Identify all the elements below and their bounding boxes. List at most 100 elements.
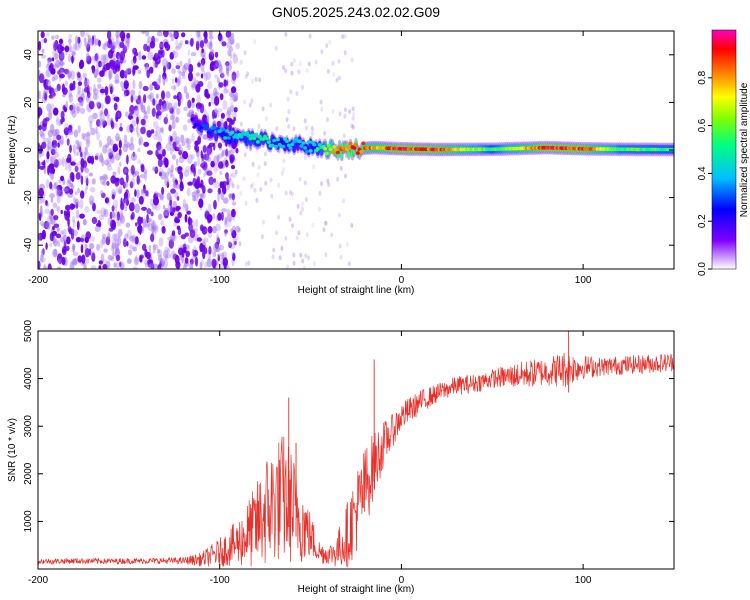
spectrogram-noise-blob xyxy=(94,225,101,232)
spectrogram-noise-blob xyxy=(141,206,147,211)
spectrogram-noise-blob xyxy=(198,198,204,209)
spectrogram-noise-blob xyxy=(169,211,175,216)
spectrogram-noise-blob xyxy=(90,265,97,269)
spectrogram-noise-blob xyxy=(330,232,334,238)
spectrogram-noise-blob xyxy=(86,43,91,52)
spectrogram-noise-blob xyxy=(104,174,108,181)
spectrogram-noise-blob xyxy=(343,33,347,39)
spectrogram-noise-blob xyxy=(254,76,258,82)
spectrogram-noise-blob xyxy=(150,233,155,243)
spectrogram-noise-blob xyxy=(73,129,79,138)
spectrogram-noise-blob xyxy=(41,229,47,240)
spectrogram-noise-blob xyxy=(155,78,161,88)
spectrogram-noise-blob xyxy=(46,79,51,87)
spectrogram-noise-blob xyxy=(76,91,82,102)
spectrogram-ridge-core xyxy=(284,139,289,143)
spectrogram-noise-blob xyxy=(152,56,159,61)
spectrogram-noise-blob xyxy=(134,51,139,57)
spectrogram-noise-blob xyxy=(69,104,74,111)
spectrogram-noise-blob xyxy=(162,57,168,68)
spectrogram-noise-blob xyxy=(264,180,268,186)
spectrogram-noise-blob xyxy=(168,239,174,249)
spectrogram-noise-blob xyxy=(122,166,129,175)
spectrogram-noise-blob xyxy=(202,134,208,140)
colorbar-tick-label: 0.6 xyxy=(697,118,708,132)
spectrogram-noise-blob xyxy=(225,61,230,67)
spectrogram-noise-blob xyxy=(57,158,63,166)
spectrogram-noise-blob xyxy=(305,67,309,73)
spectrogram-noise-blob xyxy=(185,138,192,145)
spectrogram-noise-blob xyxy=(199,50,204,58)
spectrogram-noise-blob xyxy=(239,121,243,127)
spectrogram-noise-blob xyxy=(98,260,103,265)
spectrogram-noise-blob xyxy=(183,106,188,112)
spectrogram-noise-blob xyxy=(256,172,260,178)
spectrogram-noise-blob xyxy=(157,145,163,155)
spectrogram-noise-blob xyxy=(298,176,302,182)
spectrogram-noise-blob xyxy=(347,261,351,267)
spectrogram-noise-blob xyxy=(287,109,291,115)
spectrogram-ridge-core xyxy=(335,150,340,155)
spectrogram-noise-blob xyxy=(212,142,216,151)
spectrogram-noise-blob xyxy=(38,40,42,51)
spectrogram-noise-blob xyxy=(106,165,113,171)
spectrogram-noise-blob xyxy=(152,98,156,106)
spectrogram-noise-blob xyxy=(194,78,197,87)
spectrogram-noise-blob xyxy=(152,220,156,231)
spectrogram-noise-blob xyxy=(142,85,149,92)
spectrogram-noise-blob xyxy=(343,113,347,119)
spectrogram-noise-blob xyxy=(229,51,233,57)
spectrogram-noise-blob xyxy=(163,116,169,125)
spectrogram-noise-blob xyxy=(214,74,218,79)
spectrogram-noise-blob xyxy=(213,199,217,210)
spectrogram-noise-blob xyxy=(167,167,171,175)
spectrogram-noise-blob xyxy=(199,261,203,269)
spectrogram-noise-blob xyxy=(167,102,173,111)
spectrogram-noise-blob xyxy=(98,39,101,47)
spectrogram-noise-blob xyxy=(233,116,236,122)
spectrogram-noise-blob xyxy=(89,236,96,243)
spectrogram-noise-blob xyxy=(182,151,189,160)
spectrogram-noise-blob xyxy=(255,146,259,152)
spectrogram-noise-blob xyxy=(113,96,120,102)
spectrogram-noise-blob xyxy=(174,146,180,152)
spectrogram-noise-blob xyxy=(188,63,194,74)
spectrogram-noise-blob xyxy=(165,76,168,82)
spectrogram-noise-blob xyxy=(131,234,137,244)
spectrogram-noise-blob xyxy=(74,165,79,173)
spectrogram-noise-blob xyxy=(290,70,294,76)
spectrogram-noise-blob xyxy=(151,227,157,237)
spectrogram-noise-blob xyxy=(122,33,126,40)
spectrogram-ridge-core xyxy=(290,142,295,146)
spectrogram-noise-blob xyxy=(187,49,191,56)
spectrogram-noise-blob xyxy=(298,61,302,67)
spectrogram-noise-blob xyxy=(269,102,273,108)
spectrogram-noise-blob xyxy=(110,175,117,184)
spectrogram-noise-blob xyxy=(120,260,124,269)
spectrogram-noise-blob xyxy=(190,52,197,57)
spectrogram-noise-blob xyxy=(171,78,175,84)
spectrogram-noise-blob xyxy=(75,102,81,112)
spectrogram-noise-blob xyxy=(167,236,173,241)
spectrogram-noise-blob xyxy=(163,157,168,166)
spectrogram-noise-blob xyxy=(77,255,83,263)
spectrogram-noise-blob xyxy=(177,166,183,172)
spectrogram-noise-blob xyxy=(102,43,107,50)
spectrogram-noise-blob xyxy=(73,43,78,51)
spectrogram-noise-blob xyxy=(296,203,300,209)
spectrogram-noise-blob xyxy=(230,172,237,178)
spectrogram-noise-blob xyxy=(338,212,341,218)
spectrogram-noise-blob xyxy=(126,241,129,247)
spectrogram-noise-blob xyxy=(125,173,129,183)
spectrogram-noise-blob xyxy=(257,123,261,129)
spectrogram-noise-blob xyxy=(231,33,235,38)
spectrogram-noise-blob xyxy=(141,189,145,195)
spectrogram-noise-blob xyxy=(140,187,147,194)
spectrogram-noise-blob xyxy=(53,74,58,81)
spectrogram-noise-blob xyxy=(199,103,205,114)
spectrogram-noise-blob xyxy=(71,51,76,57)
spectrogram-noise-blob xyxy=(304,125,308,131)
spectrogram-noise-blob xyxy=(171,119,176,130)
spectrogram-noise-blob xyxy=(75,172,81,180)
spectrogram-noise-blob xyxy=(88,172,94,177)
